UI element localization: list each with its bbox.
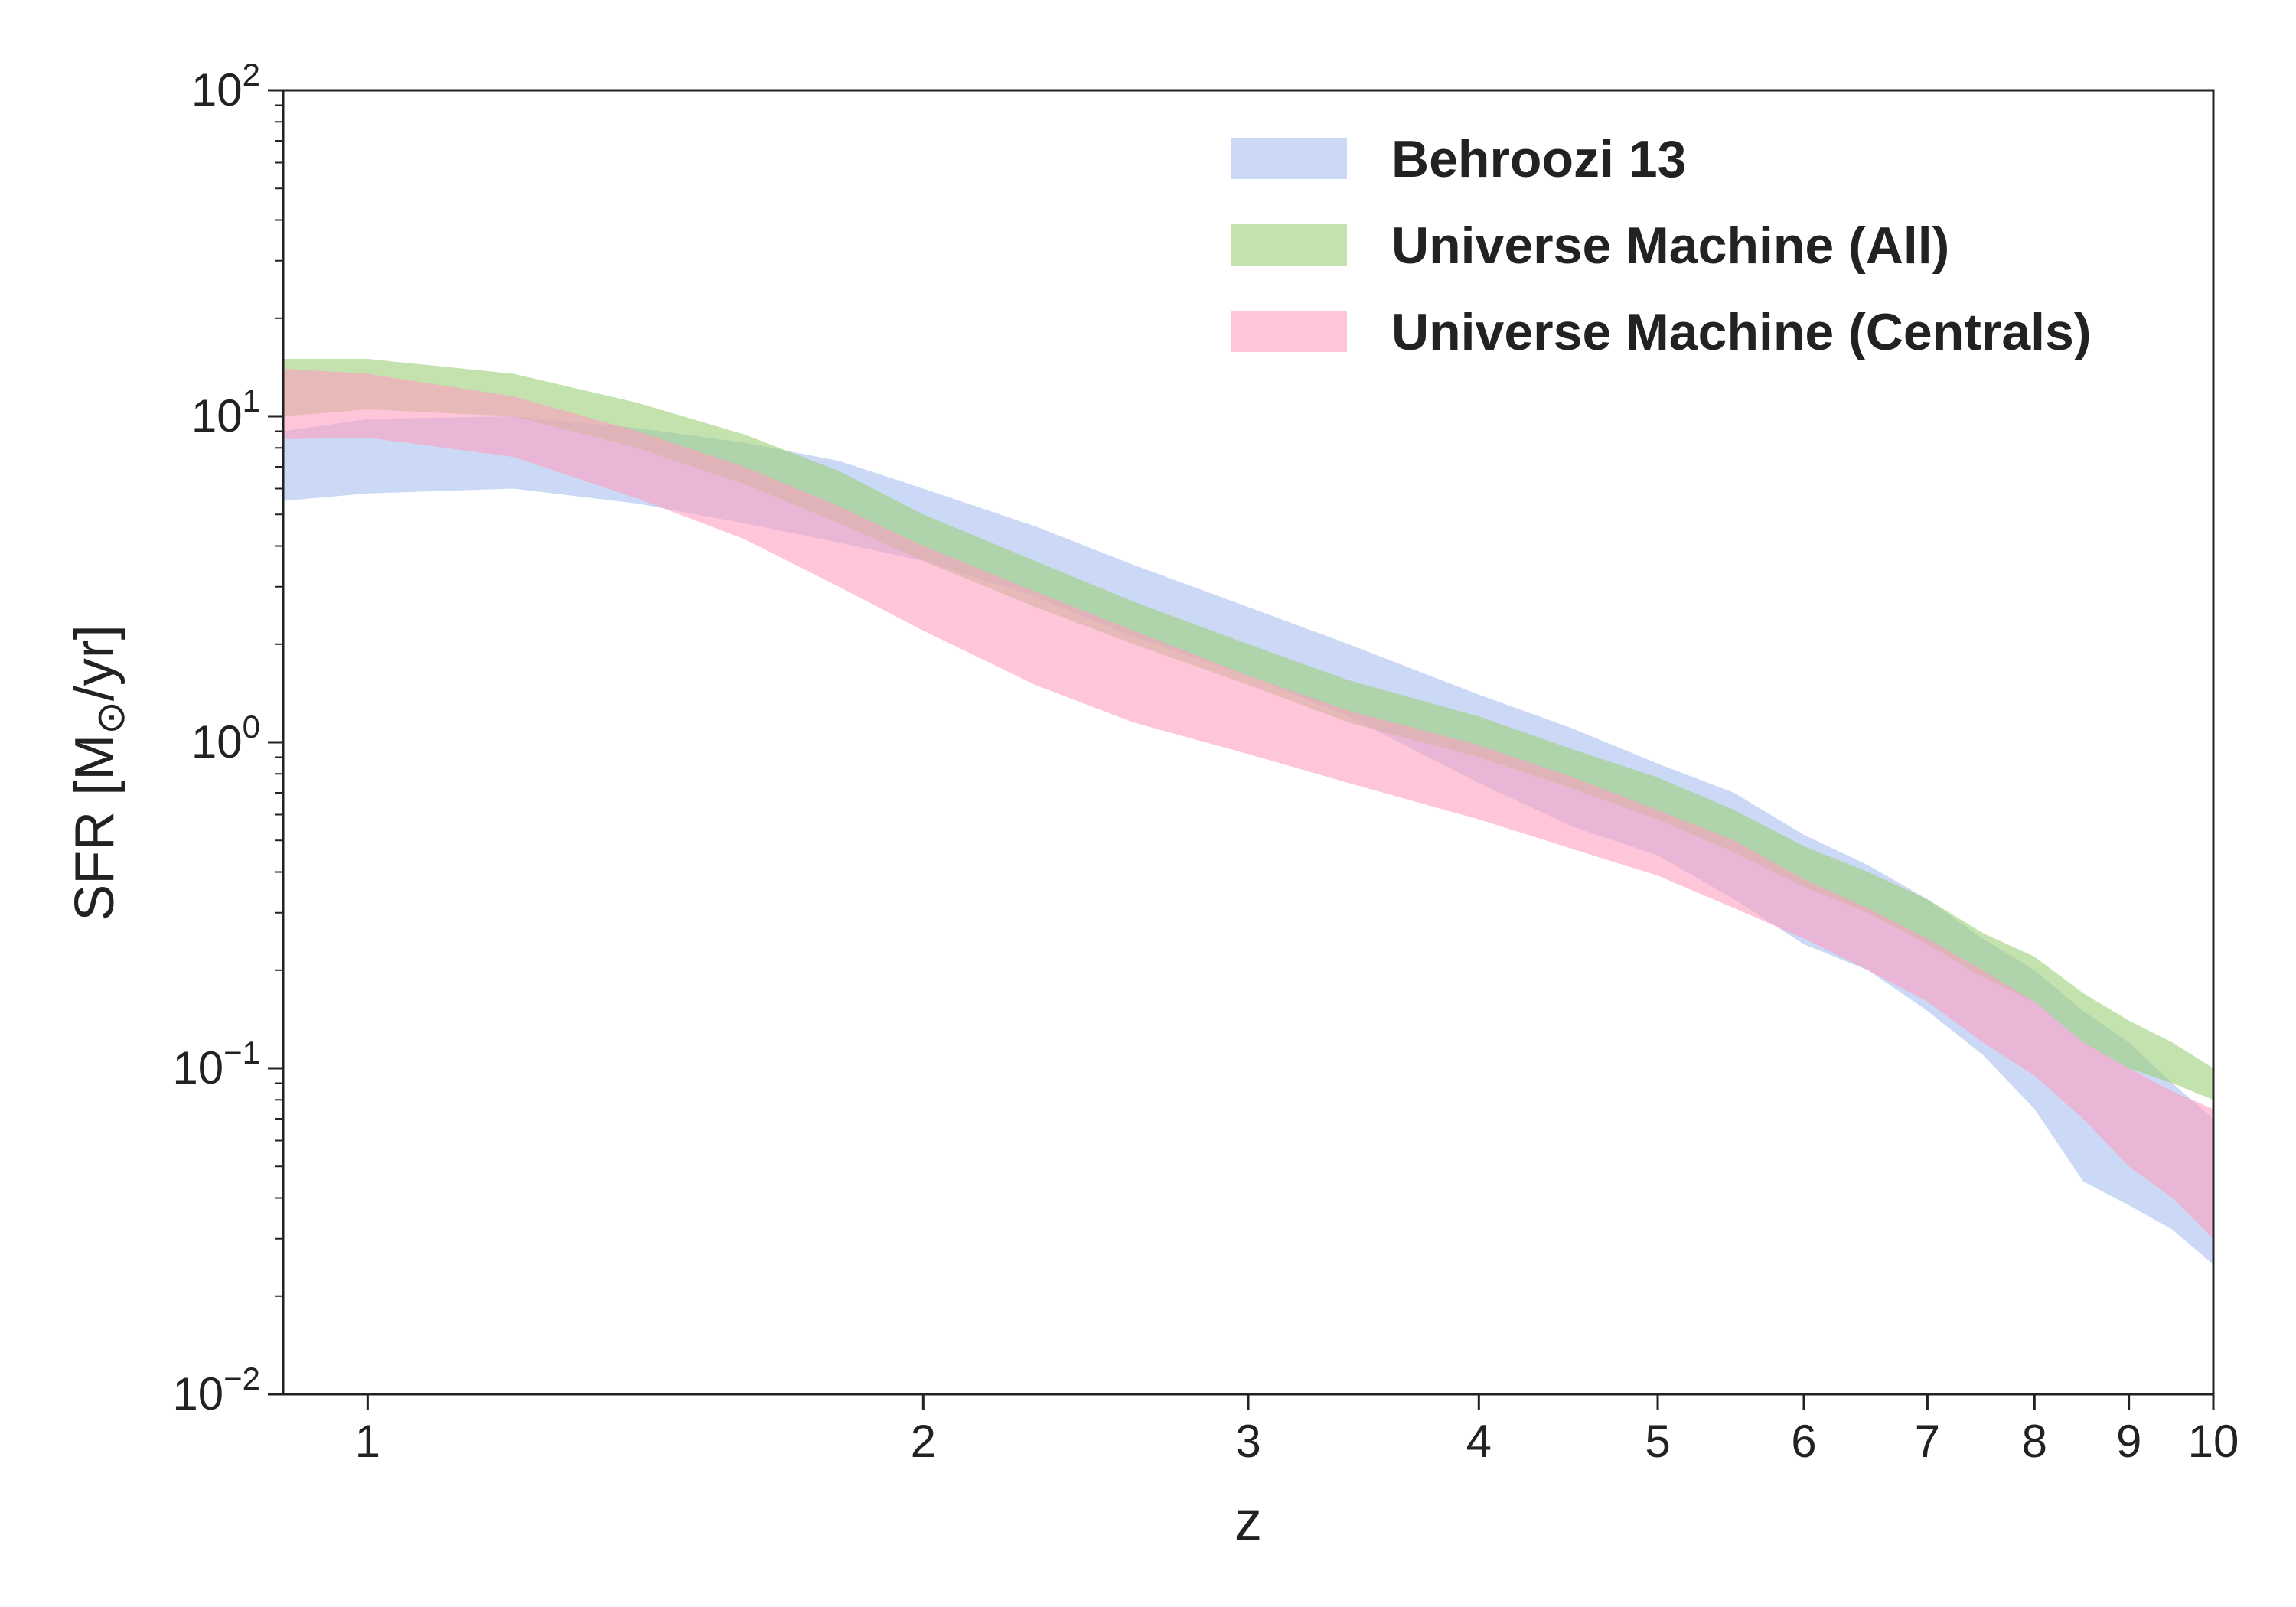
legend: Behroozi 13 Universe Machine (All) Univers… [1231, 130, 2092, 361]
y-tick-exponent: 1 [243, 383, 260, 419]
y-tick-label: 102 [191, 57, 260, 116]
x-tick-label: 5 [1645, 1416, 1670, 1467]
x-tick-label: 3 [1235, 1416, 1261, 1467]
y-tick-base: 10 [191, 390, 243, 442]
y-tick-label: 10−1 [172, 1035, 260, 1094]
y-tick-base: 10 [191, 716, 243, 768]
x-tick-label: 9 [2116, 1416, 2141, 1467]
band-layer [283, 359, 2213, 1265]
y-tick-exponent: 0 [243, 709, 260, 745]
y-axis-label-main: SFR [M [64, 735, 126, 921]
x-tick-label: 10 [2188, 1416, 2239, 1467]
y-tick-base: 10 [172, 1368, 223, 1420]
x-tick-label: 7 [1915, 1416, 1940, 1467]
legend-swatch-0 [1231, 138, 1347, 179]
y-tick-exponent: −2 [223, 1361, 260, 1397]
solar-symbol: ⊙ [89, 701, 133, 735]
band-series-2 [283, 368, 2213, 1239]
legend-label-2: Universe Machine (Centrals) [1391, 303, 2092, 361]
x-tick-label: 8 [2022, 1416, 2047, 1467]
x-tick-label: 4 [1466, 1416, 1492, 1467]
legend-label-0: Behroozi 13 [1391, 130, 1686, 188]
x-tick-label: 2 [911, 1416, 936, 1467]
y-axis-label-unit: /yr] [64, 624, 126, 701]
legend-swatch-1 [1231, 224, 1347, 266]
x-tick-label: 6 [1791, 1416, 1816, 1467]
x-axis: 1 2 3 4 5 6 7 8 9 10 [355, 1394, 2239, 1467]
y-tick-label: 100 [191, 709, 260, 768]
y-tick-label: 101 [191, 383, 260, 442]
y-tick-label: 10−2 [172, 1361, 260, 1420]
y-tick-exponent: 2 [243, 57, 260, 93]
y-tick-base: 10 [191, 64, 243, 116]
legend-label-1: Universe Machine (All) [1391, 217, 1949, 275]
band-series-0 [283, 416, 2213, 1265]
x-tick-label: 1 [355, 1416, 380, 1467]
legend-swatch-2 [1231, 311, 1347, 352]
y-tick-exponent: −1 [223, 1035, 260, 1071]
x-axis-label: z [1234, 1491, 1262, 1552]
y-tick-base: 10 [172, 1042, 223, 1094]
y-axis-label: SFR [M⊙/yr] [64, 624, 133, 921]
